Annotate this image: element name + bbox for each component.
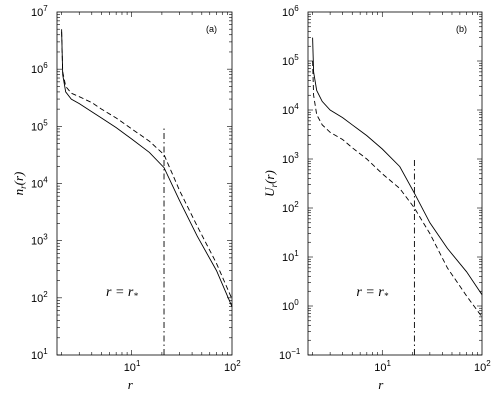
y-tick-label: 101: [31, 347, 48, 362]
panel-label: (b): [456, 24, 467, 34]
y-tick-label: 101: [282, 249, 299, 264]
dashed-series-line: [312, 60, 483, 318]
x-tick-label: 102: [224, 359, 241, 374]
panel-a: 101 102 101 102 103 104 105 106 107 r nr(r) (a) r = …: [11, 4, 241, 392]
y-axis-label: Ur(r): [262, 170, 279, 197]
x-tick-label: 102: [474, 359, 491, 374]
y-axis-label: nr(r): [11, 172, 28, 196]
y-tick-label: 106: [31, 61, 48, 76]
panel-b: 101 102 10−1 100 101 102 103 104 105 106 r Ur(r) (b)…: [262, 4, 491, 392]
y-tick-label: 107: [31, 4, 48, 19]
y-tick-label: 105: [31, 118, 48, 133]
solid-series-line: [61, 29, 233, 307]
r-star-annotation: r = r*: [106, 285, 138, 301]
y-tick-label: 10−1: [279, 347, 301, 362]
y-tick-label: 100: [282, 298, 299, 313]
y-tick-label: 102: [282, 200, 299, 215]
x-tick-label: 101: [124, 359, 141, 374]
x-axis-label: r: [378, 377, 384, 392]
dashed-series-line: [61, 31, 233, 300]
y-tick-label: 104: [31, 176, 48, 191]
y-tick-label: 103: [31, 233, 48, 248]
panel-label: (a): [206, 24, 217, 34]
x-tick-label: 101: [374, 359, 391, 374]
plot-frame: [56, 11, 233, 356]
y-tick-label: 105: [282, 53, 299, 68]
y-tick-label: 104: [282, 102, 299, 117]
r-star-annotation: r = r*: [356, 285, 388, 301]
y-tick-label: 102: [31, 290, 48, 305]
plot-frame: [307, 11, 483, 356]
x-axis-label: r: [128, 377, 134, 392]
solid-series-line: [312, 37, 483, 295]
y-tick-label: 103: [282, 151, 299, 166]
y-tick-label: 106: [282, 4, 299, 19]
